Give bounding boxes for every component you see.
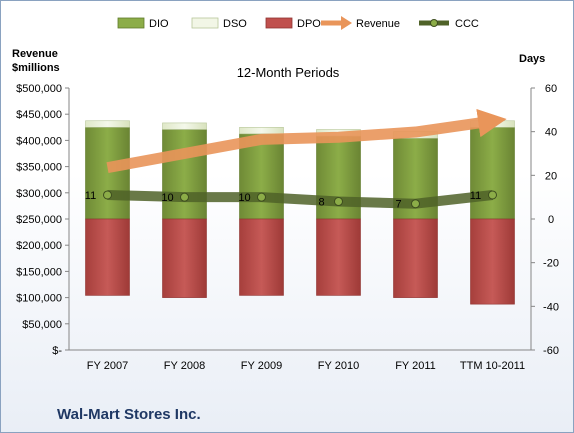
legend-swatch-dpo <box>265 17 293 29</box>
ccc-data-label: 10 <box>238 192 250 204</box>
right-tick-label: -40 <box>543 301 559 313</box>
ccc-data-label: 11 <box>85 190 96 202</box>
right-tick-label: 60 <box>545 83 557 95</box>
ccc-point <box>257 192 266 202</box>
left-tick-label: $100,000 <box>16 293 62 305</box>
left-tick-label: $250,000 <box>16 214 62 226</box>
ccc-point <box>103 190 112 200</box>
right-tick-label: -20 <box>543 258 559 270</box>
bar-dso <box>85 120 130 128</box>
company-name: Wal-Mart Stores Inc. <box>57 406 201 423</box>
legend-arrowhead-revenue <box>341 16 352 30</box>
bar-dio <box>85 127 130 220</box>
bar-dpo <box>239 218 284 296</box>
bar-dio <box>239 133 284 220</box>
ccc-data-label: 10 <box>161 192 173 204</box>
legend-marker-ccc <box>430 19 438 27</box>
legend-label-dso: DSO <box>223 18 247 30</box>
legend-label-ccc: CCC <box>455 18 479 30</box>
left-axis-label: $millions <box>12 62 60 74</box>
ccc-point <box>488 190 497 200</box>
left-tick-label: $500,000 <box>16 83 62 95</box>
right-tick-label: 20 <box>545 170 557 182</box>
left-tick-label: $200,000 <box>16 240 62 252</box>
right-tick-label: -60 <box>543 345 559 357</box>
legend-label-dio: DIO <box>149 18 169 30</box>
bar-dpo <box>85 218 130 296</box>
ccc-data-label: 8 <box>318 197 324 209</box>
left-tick-label: $50,000 <box>22 319 62 331</box>
x-tick-label: FY 2008 <box>164 360 205 372</box>
legend-label-dpo: DPO <box>297 18 321 30</box>
bar-dio <box>470 127 515 220</box>
left-axis-label: Revenue <box>12 48 58 60</box>
revenue-line <box>106 108 507 174</box>
legend-swatch-dio <box>117 17 145 29</box>
legend-label-revenue: Revenue <box>356 18 400 30</box>
left-tick-label: $350,000 <box>16 162 62 174</box>
bar-dio <box>162 129 207 220</box>
ccc-point <box>180 192 189 202</box>
ccc-data-label: 11 <box>470 190 481 202</box>
x-tick-label: FY 2007 <box>87 360 128 372</box>
bar-dpo <box>162 218 207 298</box>
ccc-point <box>411 199 420 209</box>
left-tick-label: $300,000 <box>16 188 62 200</box>
chart-title: 12-Month Periods <box>237 65 340 80</box>
right-tick-label: 40 <box>545 127 557 139</box>
ccc-point <box>334 197 343 207</box>
ccc-data-label: 7 <box>395 199 401 211</box>
x-tick-label: FY 2011 <box>395 360 436 372</box>
x-tick-label: TTM 10-2011 <box>460 360 525 372</box>
left-tick-label: $450,000 <box>16 109 62 121</box>
ccc-line <box>107 189 494 209</box>
x-tick-label: FY 2009 <box>241 360 282 372</box>
left-tick-label: $- <box>52 345 62 357</box>
right-axis-label: Days <box>519 53 545 65</box>
left-tick-label: $150,000 <box>16 266 62 278</box>
left-tick-label: $400,000 <box>16 135 62 147</box>
bar-dpo <box>393 218 438 298</box>
bar-dpo <box>470 218 515 305</box>
right-tick-label: 0 <box>548 214 554 226</box>
x-tick-label: FY 2010 <box>318 360 359 372</box>
bar-dso <box>239 127 284 135</box>
legend-swatch-dso <box>191 17 219 29</box>
bar-dso <box>162 122 207 130</box>
bar-dpo <box>316 218 361 296</box>
